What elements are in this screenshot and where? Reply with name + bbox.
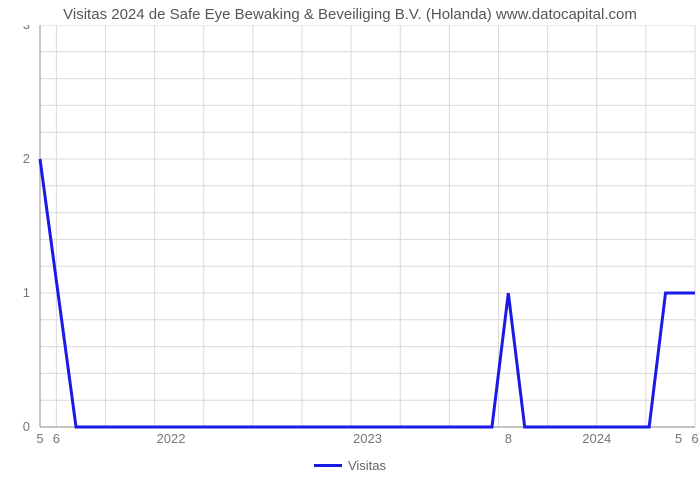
- chart-area: 56202220238202456 0123 Visitas: [0, 25, 700, 477]
- legend-swatch: [314, 464, 342, 467]
- legend: Visitas: [0, 457, 700, 473]
- svg-text:2022: 2022: [157, 431, 186, 446]
- chart-title: Visitas 2024 de Safe Eye Bewaking & Beve…: [0, 0, 700, 25]
- svg-text:0: 0: [23, 419, 30, 434]
- svg-text:2023: 2023: [353, 431, 382, 446]
- svg-text:8: 8: [505, 431, 512, 446]
- svg-text:5: 5: [36, 431, 43, 446]
- svg-text:2024: 2024: [582, 431, 611, 446]
- svg-text:5: 5: [675, 431, 682, 446]
- svg-text:3: 3: [23, 25, 30, 32]
- chart-svg: 56202220238202456 0123: [0, 25, 700, 455]
- svg-text:6: 6: [691, 431, 698, 446]
- svg-text:2: 2: [23, 151, 30, 166]
- svg-text:1: 1: [23, 285, 30, 300]
- legend-label: Visitas: [348, 458, 386, 473]
- svg-text:6: 6: [53, 431, 60, 446]
